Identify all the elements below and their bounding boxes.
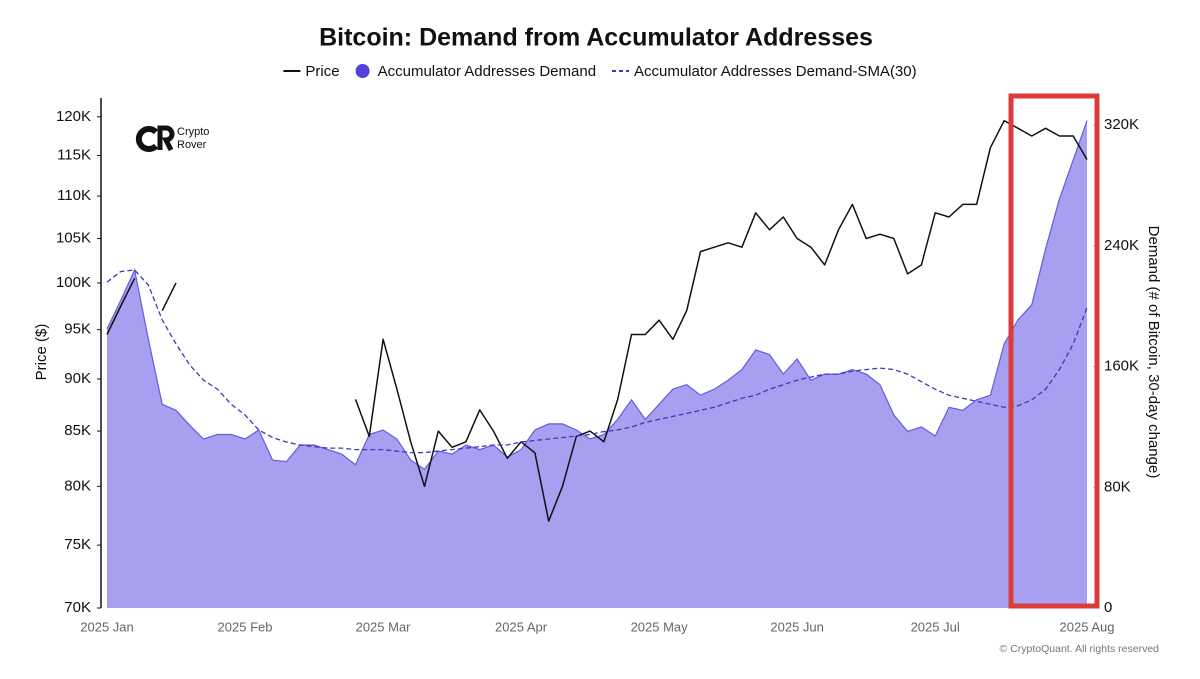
area-line — [106, 120, 1088, 471]
y-tick-label: 115K — [57, 147, 91, 164]
y2-tick-label: 0 — [1104, 599, 1112, 616]
x-tick-label: 2025 Jun — [770, 619, 824, 634]
logo: Crypto Rover — [135, 125, 209, 152]
area-fill — [107, 120, 1087, 608]
legend-label: Accumulator Addresses Demand-SMA(30) — [634, 63, 917, 80]
x-tick-label: 2025 Mar — [356, 619, 412, 634]
y-axis-label: Price ($) — [33, 324, 50, 381]
price-line — [106, 119, 1088, 522]
logo-text: Crypto — [177, 126, 209, 138]
legend-item: Accumulator Addresses Demand-SMA(30) — [612, 63, 917, 80]
sma-line — [106, 269, 1088, 454]
y2-tick-label: 240K — [1104, 237, 1139, 254]
legend-label: Price — [305, 63, 339, 80]
legend-label: Accumulator Addresses Demand — [378, 63, 596, 80]
legend-item: Price — [283, 63, 340, 80]
y-tick-label: 105K — [56, 229, 91, 246]
x-tick-label: 2025 Feb — [218, 619, 273, 634]
y-tick-label: 80K — [64, 477, 91, 494]
logo-text: Rover — [177, 139, 207, 151]
y-tick-label: 75K — [64, 536, 91, 553]
x-tick-label: 2025 Jan — [80, 619, 134, 634]
y2-axis-label: Demand (# of Bitcoin, 30-day change) — [1145, 226, 1162, 479]
y-tick-label: 100K — [56, 274, 91, 291]
chart-title: Bitcoin: Demand from Accumulator Address… — [319, 24, 873, 52]
y2-tick-label: 160K — [1104, 358, 1139, 375]
y-tick-label: 70K — [64, 599, 91, 616]
x-tick-label: 2025 May — [631, 619, 689, 634]
y-tick-label: 110K — [57, 187, 91, 204]
logo-icon — [135, 126, 159, 152]
x-tick-label: 2025 Apr — [495, 619, 548, 634]
y-tick-label: 85K — [64, 422, 91, 439]
x-tick-label: 2025 Jul — [911, 619, 960, 634]
y2-tick-label: 80K — [1104, 478, 1131, 495]
highlight-box — [1008, 93, 1100, 609]
x-tick-label: 2025 Aug — [1060, 619, 1115, 634]
y-tick-label: 120K — [56, 108, 91, 125]
legend-marker — [355, 64, 370, 78]
source-note: © CryptoQuant. All rights reserved — [1000, 643, 1160, 655]
legend: Price Accumulator Addresses Demand Accumul… — [283, 63, 917, 80]
logo-icon — [157, 125, 175, 152]
y-tick-label: 90K — [64, 370, 91, 387]
legend-item: Accumulator Addresses Demand — [355, 63, 596, 80]
y-tick-label: 95K — [64, 321, 91, 338]
y2-tick-label: 320K — [1104, 116, 1139, 133]
plot-area: 70K 75K 80K 85K 90K 95K 100K 105K 110K 115K 120K 0 8… — [56, 98, 1139, 634]
